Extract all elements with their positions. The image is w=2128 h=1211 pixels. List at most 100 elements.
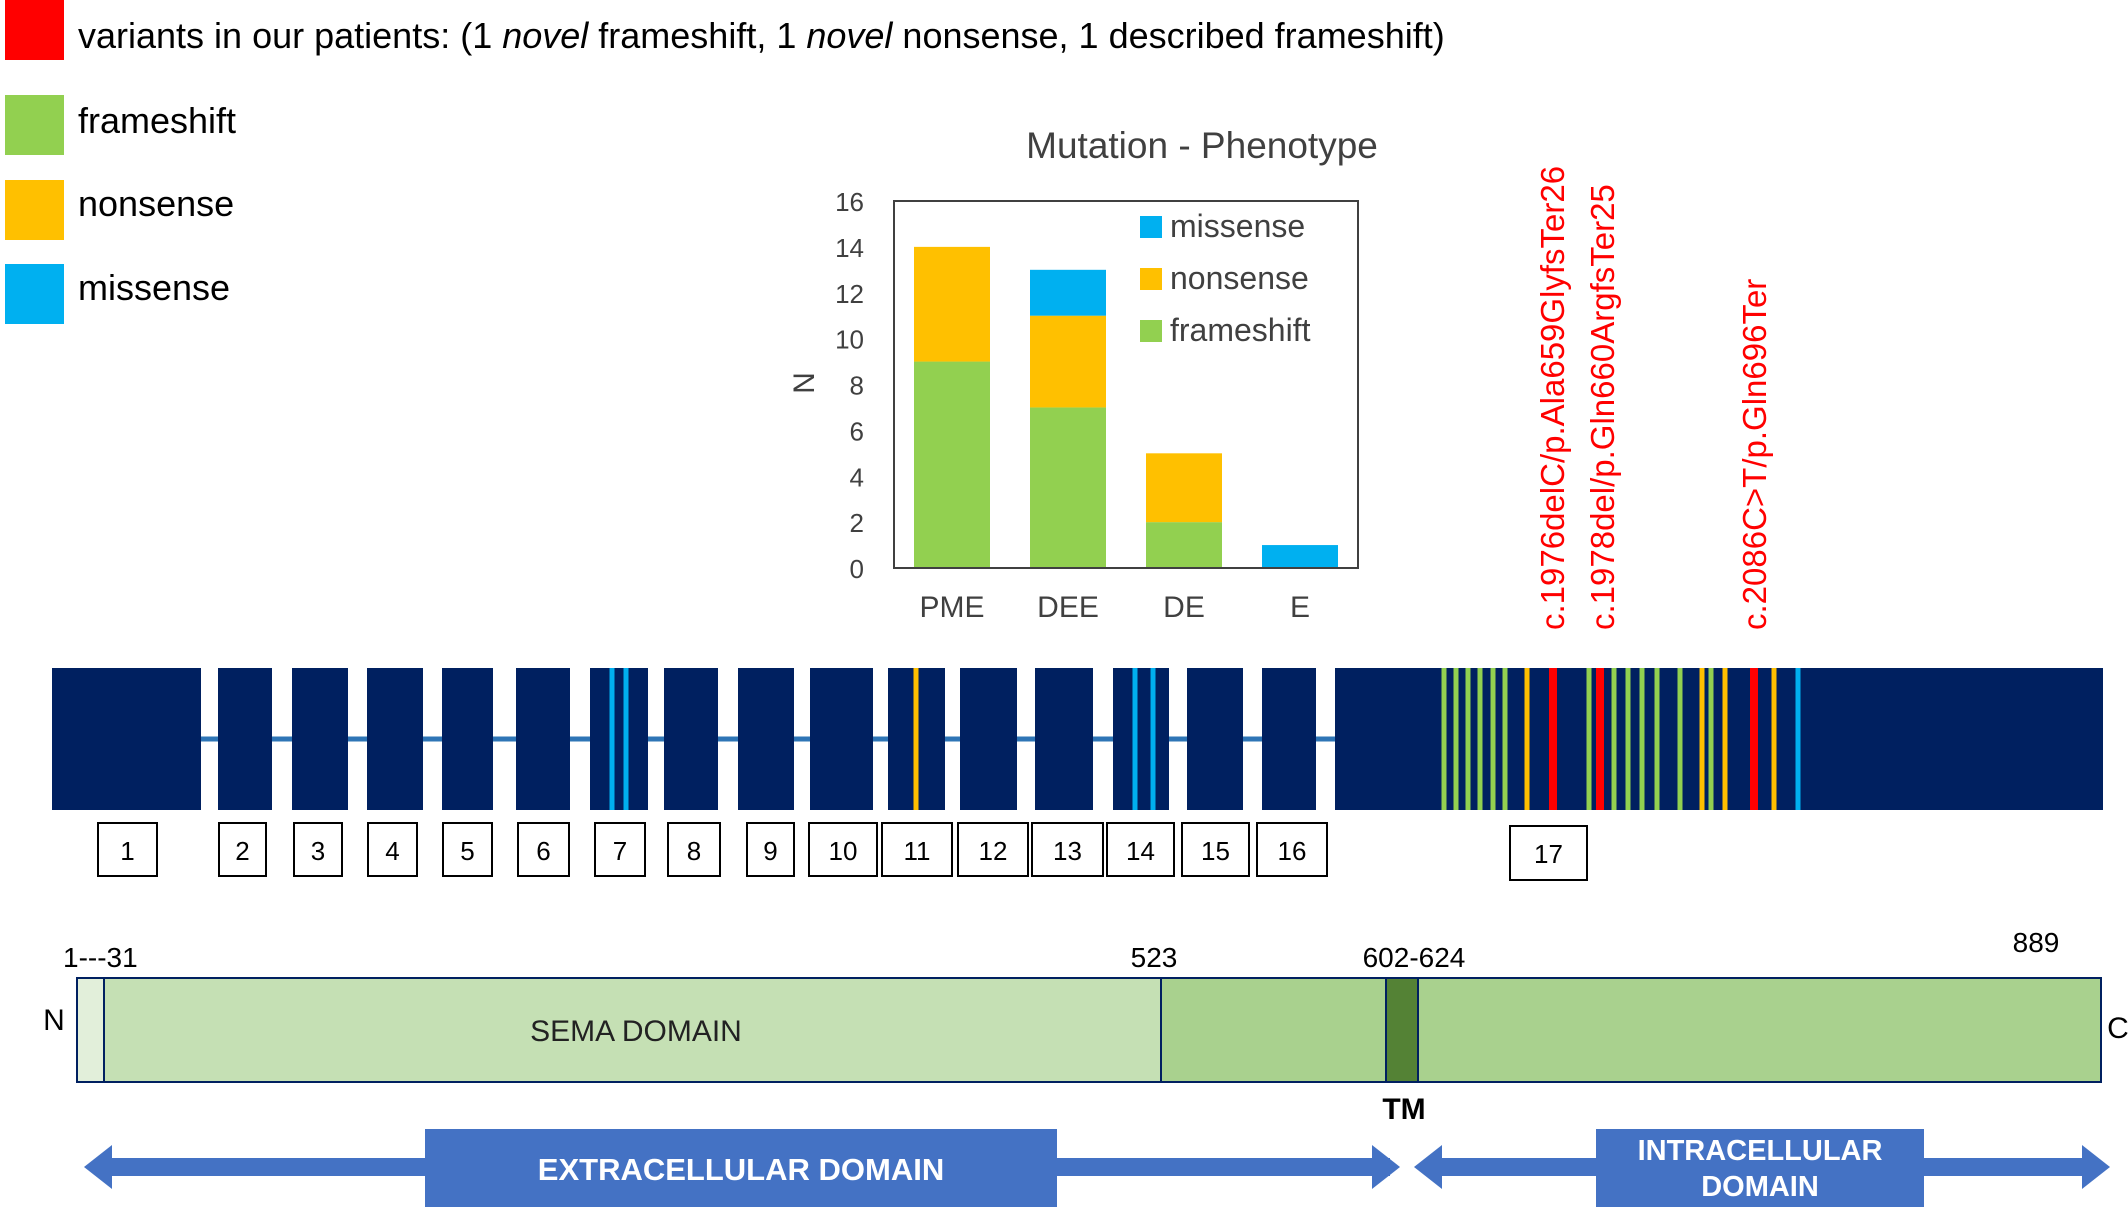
bar-DEE-missense	[1030, 269, 1106, 316]
x-tick-label-E: E	[1290, 591, 1310, 624]
x-tick-label-DE: DE	[1163, 591, 1205, 624]
intracellular-arrow: INTRACELLULAR DOMAIN	[1414, 1129, 2110, 1207]
exon-number-box-5	[442, 822, 493, 877]
extracellular-tail-segment	[1160, 977, 1387, 1083]
variant-line-exon17-nonsense-15	[1699, 668, 1705, 810]
exon-number-box-17	[1509, 825, 1588, 881]
variant-line-exon17-frameshift-11	[1625, 668, 1631, 810]
exon-number-box-11	[881, 822, 953, 877]
exon-map: 1 2 3 4 5 6 7 8 9 10 11 12 13 14 15 16 17	[52, 668, 2103, 881]
y-tick-label-2: 2	[850, 508, 864, 538]
variant-line-exon17-patient-9	[1596, 668, 1604, 810]
exon-number-box-4	[367, 822, 418, 877]
exon-blocks	[52, 668, 2103, 810]
intracellular-segment	[1417, 977, 2102, 1083]
legend-label-patient: variants in our patients: (1 novel frame…	[78, 15, 1445, 56]
variant-line-exon17-patient-18	[1750, 668, 1758, 810]
exon-number-box-2	[218, 822, 267, 877]
intracellular-arrow-head-left	[1414, 1145, 1442, 1189]
chart-legend-label-missense: missense	[1170, 208, 1305, 244]
legend: variants in our patients: (1 novel frame…	[5, 0, 1445, 324]
exon-block-1	[52, 668, 201, 810]
exon-block-14	[1113, 668, 1169, 810]
exon-block-16	[1262, 668, 1316, 810]
position-label-523: 523	[1131, 942, 1178, 973]
exon-block-4	[367, 668, 423, 810]
exon-number-6: 6	[536, 836, 550, 866]
exon-number-box-9	[746, 822, 795, 877]
legend-patient-part-3: novel	[806, 15, 893, 56]
exon-block-7	[590, 668, 648, 810]
exon-number-box-1	[97, 822, 158, 877]
exon-block-6	[516, 668, 570, 810]
y-tick-label-10: 10	[835, 325, 864, 355]
legend-label-missense: missense	[78, 267, 230, 308]
legend-swatch-patient	[5, 0, 64, 60]
bar-PME-frameshift	[914, 361, 990, 568]
exon-number-10: 10	[829, 836, 858, 866]
exon-block-9	[738, 668, 794, 810]
exon-block-5	[442, 668, 493, 810]
chart-bars	[914, 246, 1338, 568]
variant-line-exon14-missense-1	[1150, 668, 1156, 810]
legend-patient-part-0: variants in our patients: (1	[78, 15, 502, 56]
exon-number-4: 4	[385, 836, 399, 866]
chart-legend-swatch-nonsense	[1140, 268, 1162, 290]
exon-block-17	[1335, 668, 2103, 810]
extracellular-arrow-box	[425, 1129, 1057, 1207]
position-label-889: 889	[2013, 927, 2060, 958]
exon-number-box-14	[1106, 822, 1175, 877]
exon-number-boxes: 1 2 3 4 5 6 7 8 9 10 11 12 13 14 15 16 17	[97, 822, 1588, 881]
intracellular-domain-label-line1: INTRACELLULAR	[1638, 1135, 1883, 1167]
variant-line-exon17-frameshift-1	[1453, 668, 1459, 810]
exon-number-11: 11	[904, 836, 931, 866]
exon-number-9: 9	[763, 836, 777, 866]
legend-swatch-nonsense	[5, 180, 64, 240]
legend-patient-part-2: frameshift, 1	[588, 15, 806, 56]
variant-line-exon17-frameshift-10	[1611, 668, 1617, 810]
exon-block-15	[1187, 668, 1243, 810]
chart-legend-label-frameshift: frameshift	[1170, 312, 1311, 348]
domain-arrows: EXTRACELLULAR DOMAIN INTRACELLULAR DOMAI…	[84, 1129, 2110, 1207]
variant-label-1976delC: c.1976delC/p.Ala659GlyfsTer26	[1534, 166, 1571, 630]
intracellular-arrow-head-right	[2082, 1145, 2110, 1189]
exon-number-box-15	[1181, 822, 1250, 877]
exon-number-3: 3	[311, 836, 325, 866]
sema-domain-segment	[103, 977, 1162, 1083]
variant-line-exon17-nonsense-6	[1524, 668, 1530, 810]
bar-DEE-nonsense	[1030, 315, 1106, 408]
legend-swatch-missense	[5, 264, 64, 324]
exon-number-15: 15	[1201, 836, 1230, 866]
variant-line-exon17-frameshift-5	[1502, 668, 1508, 810]
exon-number-5: 5	[460, 836, 474, 866]
y-tick-label-4: 4	[850, 462, 864, 492]
exon-block-10	[810, 668, 873, 810]
variant-line-exon17-frameshift-3	[1477, 668, 1483, 810]
position-label-602-624: 602-624	[1363, 942, 1466, 973]
intracellular-arrow-box	[1596, 1129, 1924, 1207]
variant-line-exon17-frameshift-0	[1441, 668, 1447, 810]
y-tick-label-14: 14	[835, 233, 864, 263]
y-tick-label-16: 16	[835, 187, 864, 217]
bar-PME-nonsense	[914, 246, 990, 362]
variant-line-exon17-frameshift-8	[1586, 668, 1592, 810]
exon-number-17: 17	[1534, 839, 1563, 869]
chart-legend-swatch-missense	[1140, 216, 1162, 238]
legend-patient-part-1: novel	[502, 15, 589, 56]
variant-line-exon17-frameshift-14	[1677, 668, 1683, 810]
exon-block-2	[218, 668, 272, 810]
chart-plot-frame	[893, 200, 1359, 569]
transmembrane-segment	[1385, 977, 1419, 1083]
variant-label-2086CT: c.2086C>T/p.Gln696Ter	[1736, 279, 1773, 630]
position-label-1-31: 1---31	[63, 942, 138, 973]
exon-number-box-12	[957, 822, 1029, 877]
extracellular-domain-label: EXTRACELLULAR DOMAIN	[538, 1152, 944, 1187]
variant-line-exon14-missense-0	[1132, 668, 1138, 810]
legend-label-nonsense: nonsense	[78, 183, 234, 224]
exon-number-box-3	[293, 822, 343, 877]
chart-x-ticks: PME DEE DE E	[919, 591, 1310, 624]
protein-diagram: 1---31 523 602-624 889 N C SEMA DOMAIN T…	[43, 927, 2128, 1126]
signal-peptide-segment	[76, 977, 105, 1083]
variant-labels: c.1976delC/p.Ala659GlyfsTer26 c.1978del/…	[1534, 166, 1773, 630]
exon-number-14: 14	[1126, 836, 1155, 866]
